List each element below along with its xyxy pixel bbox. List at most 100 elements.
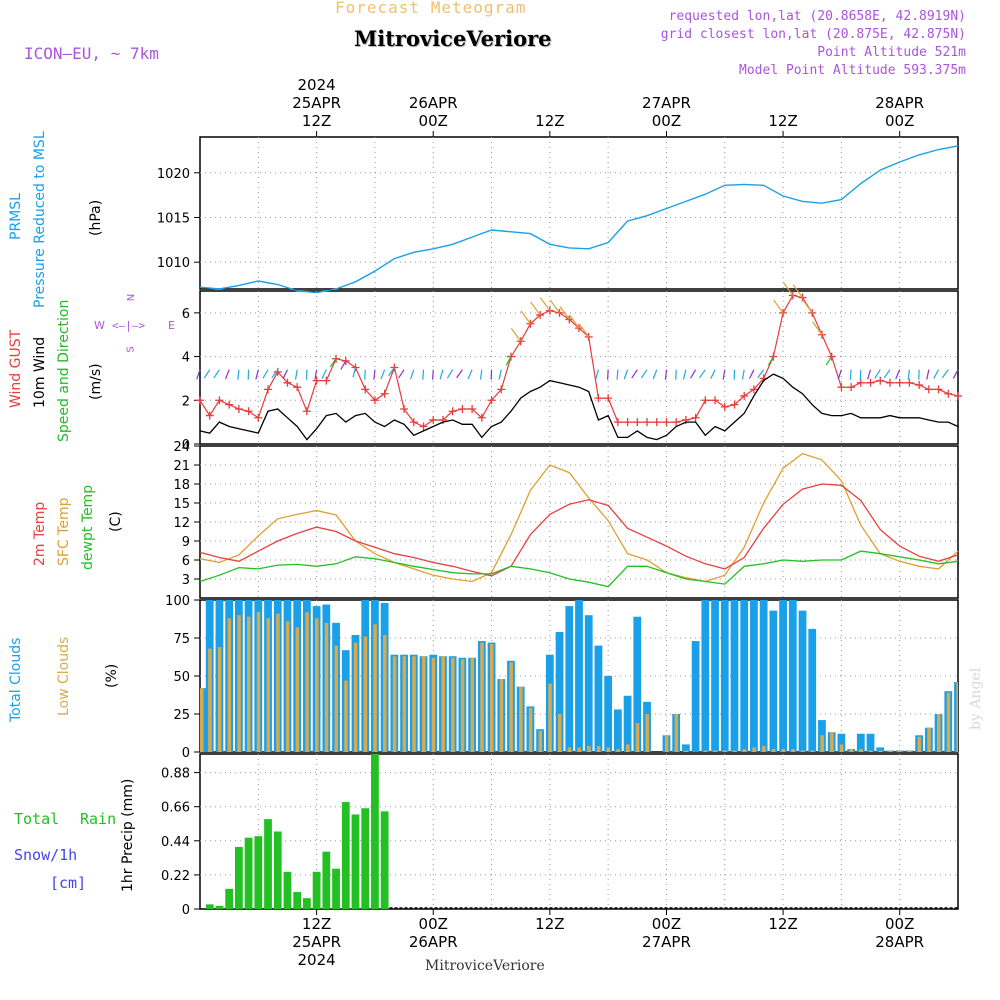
wind-direction-arrow xyxy=(479,369,483,380)
gust-marker xyxy=(370,396,379,405)
rain-bar xyxy=(303,898,311,909)
low-cloud-bar xyxy=(742,748,747,752)
low-cloud-bar xyxy=(460,659,465,752)
low-cloud-bar xyxy=(674,714,679,752)
wind-direction-arrow xyxy=(690,369,697,379)
wind-direction-arrow xyxy=(539,297,551,312)
low-cloud-bar xyxy=(538,730,543,752)
gust-marker xyxy=(740,391,749,400)
total-cloud-bar xyxy=(633,616,642,752)
low-cloud-bar xyxy=(208,648,212,752)
gust-marker xyxy=(711,396,720,405)
low-cloud-bar xyxy=(878,750,883,752)
precip-label-total: Total xyxy=(14,810,60,828)
low-cloud-bar xyxy=(276,613,280,752)
y-tick-label: 6 xyxy=(182,554,190,569)
model-label: ICON—EU, ~ 7km xyxy=(24,44,159,63)
y-tick-label: 100 xyxy=(165,594,190,609)
wind-direction-arrow xyxy=(505,356,512,366)
low-cloud-bar xyxy=(810,750,815,752)
gust-marker xyxy=(847,383,856,392)
y-tick-label: 0 xyxy=(182,746,190,761)
total-cloud-bar xyxy=(623,695,632,752)
low-cloud-bar xyxy=(421,656,426,752)
wind-direction-arrow xyxy=(941,369,949,379)
y-tick-label: 1015 xyxy=(157,211,190,226)
wind-direction-arrow xyxy=(595,369,600,380)
total-cloud-bar xyxy=(701,600,710,752)
low-cloud-bar xyxy=(305,612,309,752)
low-cloud-bar xyxy=(285,621,290,752)
gust-marker xyxy=(312,376,321,385)
gust-marker xyxy=(390,363,399,372)
wind-direction-arrow xyxy=(664,369,668,380)
total-cloud-bar xyxy=(613,709,622,752)
wind-direction-arrow xyxy=(237,369,240,380)
gust-marker xyxy=(196,396,204,405)
low-cloud-bar xyxy=(402,656,407,752)
top-time-label: 00Z xyxy=(885,112,914,130)
wind-direction-arrow xyxy=(373,369,376,380)
low-cloud-bar xyxy=(723,750,727,752)
y-tick-label: 1020 xyxy=(157,167,190,182)
wind-direction-arrow xyxy=(422,369,425,380)
gust-marker xyxy=(506,352,515,361)
y-tick-label: 0 xyxy=(182,903,190,918)
gust-marker xyxy=(264,385,273,394)
total-cloud-bar xyxy=(750,600,758,752)
low-cloud-bar xyxy=(373,624,377,752)
y-tick-label: 4 xyxy=(182,351,190,366)
rain-bar xyxy=(225,888,234,909)
top-time-label: 28APR xyxy=(875,94,924,112)
low-cloud-bar xyxy=(344,680,348,752)
low-cloud-bar xyxy=(383,634,387,752)
low-cloud-bar xyxy=(946,692,951,752)
requested-point: requested lon,lat (20.8658E, 42.8919N) xyxy=(668,9,966,24)
gust-marker xyxy=(254,413,263,422)
y-tick-label: 9 xyxy=(182,535,190,550)
y-tick-label: 0.66 xyxy=(161,801,190,816)
bottom-time-label: 25APR xyxy=(292,933,341,951)
wind-direction-arrow xyxy=(255,369,259,380)
wind-direction-arrow xyxy=(837,369,842,380)
low-cloud-bar xyxy=(732,750,737,752)
y-tick-label: 24 xyxy=(173,440,190,455)
rain-bar xyxy=(205,904,214,909)
y-tick-label: 0.44 xyxy=(161,835,190,850)
rain-bar xyxy=(380,811,389,909)
rain-bar xyxy=(341,802,350,909)
product-title: Forecast Meteogram xyxy=(335,0,527,17)
low-cloud-bar xyxy=(548,683,552,752)
low-cloud-bar xyxy=(888,750,892,752)
total-cloud-bar xyxy=(691,641,700,752)
wind-direction-arrow xyxy=(825,356,833,366)
top-time-label: 27APR xyxy=(642,94,691,112)
low-cloud-bar xyxy=(451,657,455,752)
low-cloud-bar xyxy=(684,750,688,752)
gust-marker xyxy=(283,378,292,387)
wind-direction-arrow xyxy=(722,369,726,380)
wind-direction-arrow xyxy=(432,369,434,380)
top-time-label: 2024 xyxy=(298,76,336,94)
rain-bar xyxy=(322,851,331,909)
low-cloud-bar xyxy=(509,662,513,752)
wind-direction-arrow xyxy=(849,369,852,380)
dewpoint-line xyxy=(199,550,959,588)
wind-direction-arrow xyxy=(698,369,706,379)
total-cloud-bar xyxy=(876,747,885,752)
wind-direction-arrow xyxy=(294,369,298,380)
gust-marker xyxy=(924,385,933,394)
total-cloud-bar xyxy=(604,676,613,752)
wind-direction-arrow xyxy=(792,284,803,298)
gust-marker xyxy=(827,352,836,361)
wind-direction-arrow xyxy=(282,369,289,379)
low-cloud-bar xyxy=(791,748,795,752)
low-cloud-bar xyxy=(489,644,494,752)
wind-direction-arrow xyxy=(782,282,794,296)
rain-bar xyxy=(273,831,282,909)
gust-marker xyxy=(448,407,457,416)
wind-direction-arrow xyxy=(883,369,891,379)
wind-direction-arrow xyxy=(329,358,337,368)
bottom-time-label: 12Z xyxy=(302,915,331,933)
wind-direction-arrow xyxy=(398,369,405,379)
